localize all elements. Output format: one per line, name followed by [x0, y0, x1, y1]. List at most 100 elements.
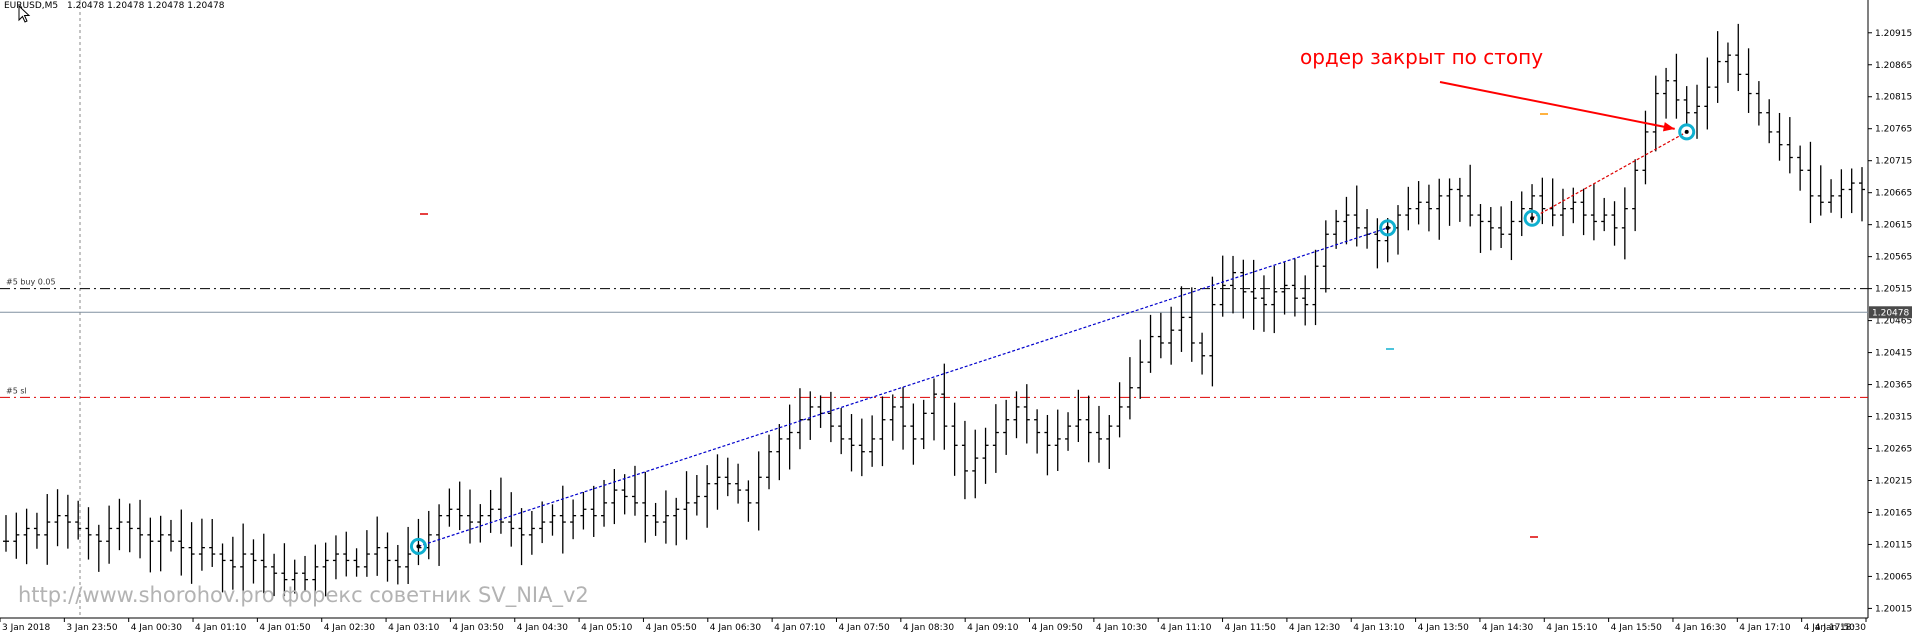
ohlc-bar: [1456, 177, 1463, 222]
stop-loss-label: #5 sl: [6, 386, 27, 395]
grid-layer: [0, 0, 1869, 619]
ohlc-bar: [1838, 169, 1845, 219]
y-tick-label: 1.20615: [1875, 221, 1912, 231]
ohlc-bar: [425, 510, 432, 560]
ohlc-bar: [167, 519, 174, 552]
ohlc-bar: [44, 494, 51, 565]
watermark-text: http://www.shorohov.pro форекс советник …: [18, 583, 589, 608]
ohlc-bar: [497, 477, 504, 534]
y-tick-label: 1.20915: [1875, 29, 1912, 39]
ohlc-bar: [693, 474, 700, 516]
ohlc-bar: [590, 485, 597, 537]
ohlc-bar: [1694, 84, 1701, 139]
ohlc-bar: [1353, 185, 1360, 247]
ohlc-bar: [1044, 414, 1051, 476]
ohlc-bar: [879, 396, 886, 467]
ohlc-bar: [250, 539, 257, 584]
ohlc-bar: [1683, 86, 1690, 126]
ohlc-bar: [621, 474, 628, 515]
ohlc-bar: [508, 492, 515, 547]
trade-marker-dot-icon: [416, 544, 421, 549]
y-tick-label: 1.20665: [1875, 189, 1912, 199]
ohlc-bar: [64, 494, 71, 549]
ohlc-bar: [817, 395, 824, 428]
ohlc-bar: [1508, 200, 1515, 261]
ohlc-bar: [1828, 179, 1835, 213]
x-tick-label: 4 Jan 17:10: [1739, 623, 1791, 633]
ohlc-bar: [1312, 249, 1319, 326]
y-tick-label: 1.20515: [1875, 285, 1912, 295]
ohlc-bar: [1590, 183, 1597, 241]
ohlc-bar: [1384, 217, 1391, 263]
y-tick-label: 1.20565: [1875, 253, 1912, 263]
ohlc-bar: [13, 512, 20, 559]
ohlc-bar: [1477, 204, 1484, 253]
ohlc-bar: [683, 471, 690, 540]
x-tick-label: 4 Jan 12:30: [1289, 623, 1341, 633]
annotation-arrowhead-icon: [1662, 122, 1675, 132]
quotes-label: 1.20478 1.20478 1.20478 1.20478: [67, 1, 225, 11]
chart-header: EURUSD,M5 1.20478 1.20478 1.20478 1.2047…: [4, 1, 230, 11]
ohlc-bar: [1013, 391, 1020, 439]
ohlc-bar: [900, 387, 907, 450]
ohlc-bar: [1106, 415, 1113, 469]
x-tick-label: 4 Jan 13:10: [1353, 623, 1405, 633]
ohlc-bar: [147, 517, 154, 573]
ohlc-bar: [1487, 207, 1494, 251]
ohlc-bar: [302, 555, 309, 592]
time-axis: 3 Jan 2018 3 Jan 23:50 4 Jan 00:30 4 Jan 01…: [0, 618, 1867, 633]
ohlc-bar: [1137, 339, 1144, 399]
ohlc-bar: [291, 559, 298, 594]
ohlc-bar: [1271, 265, 1278, 334]
ohlc-bar: [642, 471, 649, 543]
ohlc-bar: [1023, 384, 1030, 444]
ohlc-bar: [858, 418, 865, 477]
ohlc-bar: [549, 504, 556, 536]
ohlc-bar: [1467, 164, 1474, 227]
y-tick-label: 1.20415: [1875, 349, 1912, 359]
ohlc-bar: [1126, 357, 1133, 420]
ohlc-bar: [724, 457, 731, 497]
x-tick-label: 4 Jan 11:10: [1160, 623, 1212, 633]
y-tick-label: 1.20165: [1875, 508, 1912, 518]
ohlc-bar: [157, 515, 164, 572]
ohlc-bar: [1498, 206, 1505, 248]
ohlc-bar: [229, 536, 236, 590]
ohlc-bar: [1343, 196, 1350, 245]
ohlc-bar: [219, 543, 226, 593]
y-tick-label: 1.20115: [1875, 540, 1912, 550]
ohlc-bar: [559, 485, 566, 554]
x-tick-label: 4 Jan 03:50: [452, 623, 504, 633]
ohlc-bar: [1518, 191, 1525, 237]
x-tick-label: 4 Jan 15:10: [1546, 623, 1598, 633]
ohlc-bar: [652, 502, 659, 536]
ohlc-bar: [1766, 99, 1773, 144]
ohlc-bar: [1219, 255, 1226, 317]
ohlc-bar: [1724, 42, 1731, 83]
x-tick-label: 4 Jan 07:10: [774, 623, 826, 633]
ohlc-bar: [611, 468, 618, 525]
x-tick-label: 4 Jan 13:50: [1418, 623, 1470, 633]
ohlc-bar: [518, 508, 525, 566]
x-tick-label: 4 Jan 08:30: [903, 623, 955, 633]
x-tick-label: 4 Jan 04:30: [517, 623, 569, 633]
price-axis: 1.20915 1.20865 1.20815 1.20765 1.20715 1.206…: [1868, 29, 1912, 614]
y-tick-label: 1.20065: [1875, 572, 1912, 582]
ohlc-bar: [467, 489, 473, 544]
ohlc-bar: [528, 511, 535, 555]
ohlc-bar: [33, 512, 40, 549]
x-tick-label: 4 Jan 10:30: [1096, 623, 1148, 633]
ohlc-bar: [1116, 382, 1123, 438]
trade-line-entry: [418, 227, 1388, 547]
ohlc-bar: [735, 463, 742, 504]
x-tick-label: 4 Jan 07:50: [838, 623, 890, 633]
ohlc-bar: [1652, 75, 1659, 152]
ohlc-bar: [75, 500, 82, 540]
x-tick-label: 4 Jan 03:10: [388, 623, 440, 633]
ohlc-bar: [1085, 395, 1092, 463]
ohlc-bar: [446, 488, 453, 527]
ohlc-bar: [1302, 275, 1309, 326]
x-tick-label: 3 Jan 2018: [2, 623, 50, 633]
